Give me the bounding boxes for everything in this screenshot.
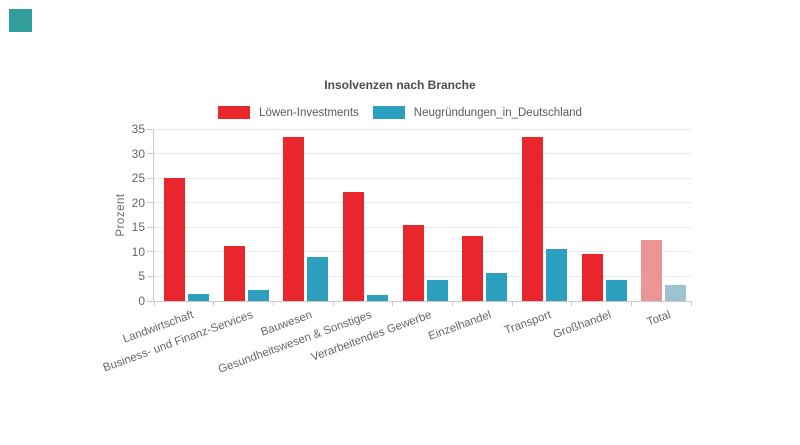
- bar-neugründungen-in-deutschland-business-und-finanz-services[interactable]: [247, 290, 269, 301]
- corner-accent-square: [9, 9, 32, 32]
- x-axis-label: Einzelhandel: [427, 309, 494, 343]
- y-tick-label: 20: [131, 195, 145, 210]
- y-tick-label: 35: [131, 122, 145, 136]
- legend-swatch-teal: [372, 106, 405, 119]
- y-tick-label: 5: [138, 269, 145, 284]
- bar-löwen-investments-großhandel[interactable]: [581, 253, 603, 301]
- x-axis-label: Transport: [502, 309, 553, 337]
- y-tick-label: 0: [138, 294, 145, 308]
- gridline: [154, 128, 691, 130]
- bar-löwen-investments-total[interactable]: [641, 239, 663, 301]
- y-tick-mark: [147, 275, 153, 277]
- x-tick-mark: [153, 301, 155, 306]
- x-tick-mark: [332, 301, 334, 306]
- bar-neugründungen-in-deutschland-total[interactable]: [665, 284, 687, 301]
- bar-neugründungen-in-deutschland-großhandel[interactable]: [605, 279, 627, 301]
- x-tick-mark: [571, 301, 573, 306]
- y-tick-mark: [147, 177, 153, 179]
- gridline: [154, 202, 691, 204]
- bar-löwen-investments-einzelhandel[interactable]: [462, 235, 484, 301]
- bar-neugründungen-in-deutschland-einzelhandel[interactable]: [486, 273, 508, 301]
- legend: Löwen-Investments Neugründungen_in_Deuts…: [0, 106, 800, 119]
- x-tick-mark: [690, 301, 692, 306]
- bar-neugründungen-in-deutschland-verarbeitendes-gewerbe[interactable]: [426, 279, 448, 301]
- x-tick-mark: [392, 301, 394, 306]
- y-tick-mark: [147, 226, 153, 228]
- legend-label-neugruendungen: Neugründungen_in_Deutschland: [413, 106, 582, 119]
- x-tick-mark: [630, 301, 632, 306]
- legend-swatch-red: [218, 106, 251, 119]
- x-tick-mark: [511, 301, 513, 306]
- bar-neugründungen-in-deutschland-transport[interactable]: [545, 248, 567, 301]
- y-tick-label: 30: [131, 146, 145, 161]
- bar-löwen-investments-verarbeitendes-gewerbe[interactable]: [402, 224, 424, 301]
- bar-neugründungen-in-deutschland-landwirtschaft[interactable]: [187, 294, 209, 301]
- legend-item-neugruendungen[interactable]: Neugründungen_in_Deutschland: [372, 106, 582, 119]
- x-axis-label: Großhandel: [551, 309, 613, 342]
- bar-löwen-investments-bauwesen[interactable]: [283, 137, 305, 301]
- bar-löwen-investments-transport[interactable]: [521, 137, 543, 301]
- y-tick-mark: [147, 202, 153, 204]
- x-tick-mark: [451, 301, 453, 306]
- x-tick-mark: [272, 301, 274, 306]
- chart-title: Insolvenzen nach Branche: [324, 78, 476, 92]
- bar-löwen-investments-landwirtschaft[interactable]: [163, 178, 185, 301]
- gridline: [154, 153, 691, 155]
- y-tick-label: 15: [131, 220, 145, 235]
- legend-label-loewen-investments: Löwen-Investments: [259, 106, 359, 119]
- bar-löwen-investments-gesundheitswesen-sonstiges[interactable]: [342, 191, 364, 301]
- y-tick-mark: [147, 153, 153, 155]
- x-tick-mark: [213, 301, 215, 306]
- x-axis-label: Total: [645, 309, 673, 329]
- bar-neugründungen-in-deutschland-gesundheitswesen-sonstiges[interactable]: [366, 294, 388, 301]
- bar-neugründungen-in-deutschland-bauwesen[interactable]: [307, 256, 329, 301]
- bar-löwen-investments-business-und-finanz-services[interactable]: [223, 245, 245, 301]
- plot-area: [147, 128, 692, 306]
- y-tick-mark: [147, 251, 153, 253]
- y-tick-mark: [147, 128, 153, 130]
- legend-item-loewen-investments[interactable]: Löwen-Investments: [218, 106, 359, 119]
- y-tick-label: 10: [131, 244, 145, 259]
- gridline: [154, 177, 691, 179]
- y-tick-label: 25: [131, 171, 145, 186]
- y-tick-mark: [147, 300, 153, 302]
